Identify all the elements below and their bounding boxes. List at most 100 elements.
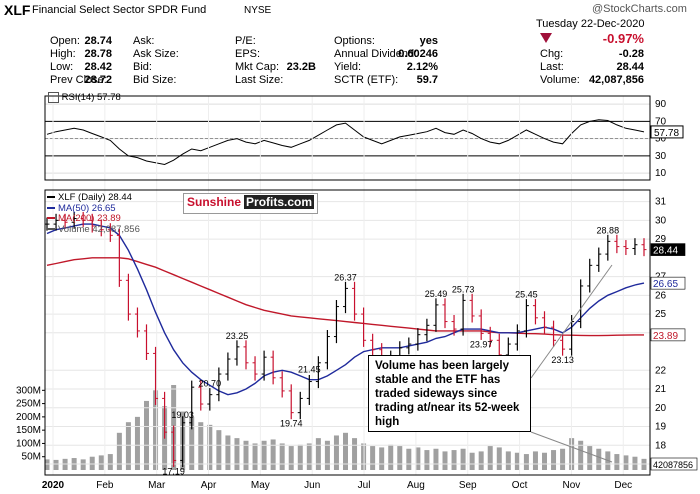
volume-bar (487, 446, 493, 470)
price-tick-label: 21 (655, 384, 667, 395)
price-label: 23.25 (226, 331, 249, 341)
quote-value: 0.60246 (398, 48, 438, 60)
price-label: 28.88 (597, 225, 620, 235)
volume-tick-label: 50M (22, 452, 41, 463)
legend-entry: MA(50) 26.65 (47, 202, 140, 215)
volume-bar (587, 446, 593, 470)
volume-bar (107, 454, 113, 470)
ma50-badge-text: 26.65 (653, 279, 678, 290)
exchange-label: NYSE (244, 5, 272, 16)
quote-key: Volume: (540, 74, 580, 86)
ma50-badge (650, 276, 686, 290)
legend-label: Volume 42,087,856 (58, 223, 140, 235)
rsi-label: RSI(14) 57.78 (61, 92, 121, 104)
volume-tick-label: 100M (16, 438, 41, 449)
rsi-tick-label: 10 (655, 168, 667, 179)
quote-key: Last: (540, 61, 564, 73)
volume-bar (560, 448, 566, 470)
quote-key: Mkt Cap: (235, 61, 280, 73)
volume-bar (523, 454, 529, 470)
price-label: 25.45 (515, 290, 538, 300)
volume-bar (542, 452, 547, 470)
price-tick-label: 25 (655, 309, 667, 320)
volume-bar (505, 451, 511, 470)
last-price-badge (650, 243, 686, 256)
legend-swatch (47, 217, 55, 220)
volume-bar (532, 451, 538, 470)
quote-date: Tuesday 22-Dec-2020 (536, 18, 645, 30)
price-tick-label: 22 (655, 365, 667, 376)
volume-bar (442, 451, 448, 470)
quote-key: Bid: (133, 61, 152, 73)
volume-bar (116, 432, 122, 470)
volume-bar (614, 454, 620, 470)
quote-key: Prev Close: (50, 74, 107, 86)
volume-bar (198, 422, 204, 470)
quote-value: 23.2B (286, 61, 316, 73)
axes: 907050301057.783130292726252422212019181… (16, 95, 698, 491)
price-label: 23.13 (551, 355, 574, 365)
rsi-legend: RSI(14) 57.78 (48, 92, 121, 103)
volume-bar (514, 452, 520, 470)
rsi-value-badge-text: 57.78 (654, 128, 679, 139)
volume-bar (225, 435, 231, 470)
month-label: Aug (407, 480, 425, 491)
rsi-tick-label: 70 (655, 116, 667, 127)
volume-bar (551, 450, 557, 470)
quote-key: Annual Dividend: (334, 48, 418, 60)
volume-bars (44, 385, 647, 470)
volume-bar (388, 444, 394, 470)
brand-logo: Sunshine Profits.com (183, 193, 319, 214)
quote-key: SCTR (ETF): (334, 74, 399, 86)
quote-key: Ask: (133, 35, 155, 47)
price-label: 21.45 (298, 365, 321, 375)
ma200-line (46, 257, 644, 337)
legend-swatch (47, 196, 55, 199)
quote-key: P/E: (235, 35, 256, 47)
quote-key: Last Size: (235, 74, 284, 86)
rsi-panel (45, 103, 650, 174)
volume-bar (80, 459, 86, 470)
volume-bar (53, 459, 59, 470)
rsi-tick-label: 90 (655, 99, 667, 110)
volume-bar (478, 451, 484, 470)
annotation-pointer (530, 431, 613, 463)
volume-bar (306, 443, 312, 470)
price-tick-label: 26 (655, 290, 667, 301)
brand-part-a: Sunshine (187, 195, 242, 209)
volume-bar (243, 440, 249, 470)
quote-value: 28.74 (84, 35, 112, 47)
price-tick-label: 18 (655, 440, 667, 451)
volume-bar (279, 443, 285, 470)
volume-bar (207, 424, 213, 470)
quote-key: Low: (50, 61, 74, 73)
price-frame (44, 189, 651, 476)
volume-bar (315, 438, 321, 470)
price-tick-label: 20 (655, 403, 667, 414)
volume-badge-text: 42087856 (653, 460, 693, 470)
price-label: 19.74 (280, 419, 303, 429)
price-tick-label: 19 (655, 422, 667, 433)
ma200-badge-text: 23.89 (653, 331, 678, 342)
quote-key: Bid Size: (133, 74, 177, 86)
quote-value: 28.78 (84, 48, 112, 60)
quote-key: Ask Size: (133, 48, 179, 60)
volume-bar (44, 459, 50, 470)
legend-entry: XLF (Daily) 28.44 (47, 192, 140, 204)
volume-bar (270, 439, 276, 470)
volume-bar (324, 440, 330, 470)
volume-bar (288, 446, 294, 470)
quote-key: Open: (50, 35, 80, 47)
ma200-badge (650, 328, 686, 342)
price-label: 26.37 (334, 272, 357, 282)
volume-bar (153, 390, 159, 470)
volume-bar (596, 448, 602, 470)
legend-label: MA(200) 23.89 (58, 213, 121, 224)
volume-bar (451, 450, 457, 470)
price-tick-label: 29 (655, 234, 667, 245)
legend-label: MA(50) 26.65 (58, 202, 116, 214)
volume-bar (252, 443, 258, 470)
volume-bar (189, 416, 195, 470)
ticker-symbol: XLF (4, 2, 31, 18)
quote-value: 2.12% (406, 61, 438, 73)
